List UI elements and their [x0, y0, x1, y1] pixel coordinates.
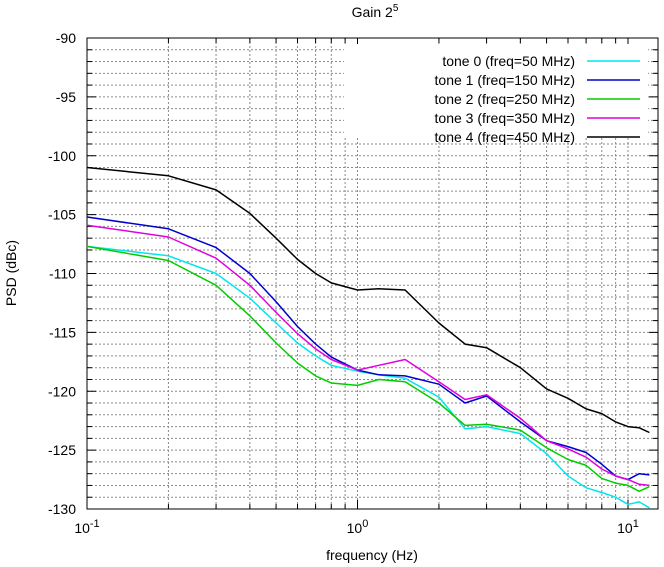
axis-ticks: -130 -125 -120 -115 -110 -105 -100 -95 -90 10-1 10…: [48, 30, 658, 536]
legend-label: tone 2 (freq=250 MHz): [435, 91, 575, 107]
series-line: [86, 245, 650, 493]
y-tick-label: -115: [49, 324, 76, 340]
y-tick-label: -95: [56, 89, 76, 105]
legend-label: tone 1 (freq=150 MHz): [435, 72, 575, 88]
y-tick-label: -90: [56, 30, 76, 46]
series-line: [86, 166, 650, 434]
series-line: [86, 245, 650, 509]
x-tick-label: 100: [347, 518, 369, 536]
y-tick-label: -110: [49, 266, 76, 282]
x-axis-title: frequency (Hz): [326, 547, 418, 563]
y-tick-label: -130: [48, 501, 76, 517]
series-line: [86, 224, 650, 487]
legend-label: tone 4 (freq=450 MHz): [435, 129, 575, 145]
y-tick-label: -105: [48, 207, 76, 223]
series-lines: [86, 166, 650, 509]
x-tick-label: 101: [617, 518, 639, 536]
y-tick-label: -125: [48, 442, 76, 458]
y-tick-label: -100: [48, 148, 76, 164]
y-tick-label: -120: [48, 383, 76, 399]
y-axis-title: PSD (dBc): [3, 240, 19, 306]
legend-label: tone 0 (freq=50 MHz): [442, 53, 575, 69]
legend: tone 0 (freq=50 MHz) tone 1 (freq=150 MHz…: [435, 53, 640, 145]
x-tick-label: 10-1: [74, 518, 99, 536]
legend-label: tone 3 (freq=350 MHz): [435, 110, 575, 126]
chart-title: Gain 25: [352, 3, 399, 20]
legend-background: [344, 44, 648, 136]
series-line: [86, 216, 650, 481]
